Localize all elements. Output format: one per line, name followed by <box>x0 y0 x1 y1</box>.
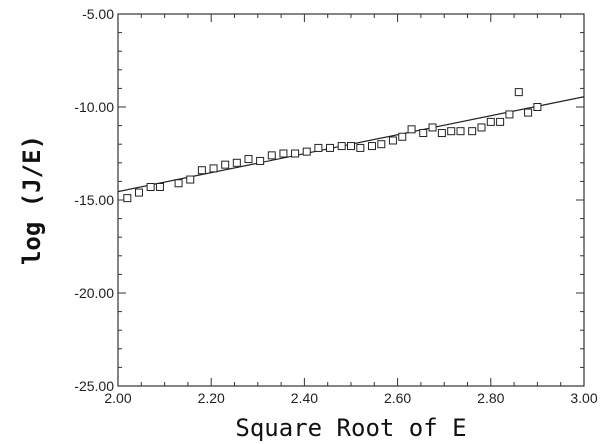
data-point <box>408 126 415 133</box>
data-point <box>156 183 163 190</box>
data-point <box>448 128 455 135</box>
data-point <box>515 89 522 96</box>
data-point <box>497 118 504 125</box>
data-point <box>534 104 541 111</box>
x-axis-title: Square Root of E <box>235 414 466 442</box>
data-point <box>457 128 464 135</box>
y-tick-label: -25.00 <box>74 378 114 394</box>
data-point <box>245 156 252 163</box>
data-point <box>233 159 240 166</box>
y-tick-label: -15.00 <box>74 192 114 208</box>
data-point <box>378 141 385 148</box>
data-point <box>303 148 310 155</box>
data-point <box>429 124 436 131</box>
x-tick-label: 2.60 <box>384 390 411 406</box>
data-point <box>327 144 334 151</box>
data-point <box>135 189 142 196</box>
data-point <box>389 137 396 144</box>
data-point <box>525 109 532 116</box>
data-point <box>124 195 131 202</box>
data-points <box>124 89 541 202</box>
x-tick-label: 2.20 <box>198 390 225 406</box>
y-tick-label: -20.00 <box>74 285 114 301</box>
data-point <box>292 150 299 157</box>
data-point <box>348 143 355 150</box>
x-tick-label: 2.80 <box>477 390 504 406</box>
data-point <box>487 118 494 125</box>
x-tick-label: 3.00 <box>570 390 597 406</box>
data-point <box>187 176 194 183</box>
data-point <box>478 124 485 131</box>
data-point <box>469 128 476 135</box>
data-point <box>198 167 205 174</box>
data-point <box>438 130 445 137</box>
data-point <box>420 130 427 137</box>
data-point <box>399 133 406 140</box>
y-tick-label: -10.00 <box>74 99 114 115</box>
y-tick-label: -5.00 <box>82 6 114 22</box>
data-point <box>315 144 322 151</box>
x-tick-label: 2.40 <box>291 390 318 406</box>
data-point <box>357 144 364 151</box>
data-point <box>268 152 275 159</box>
data-point <box>280 150 287 157</box>
data-point <box>257 157 264 164</box>
data-point <box>338 143 345 150</box>
axis-tick-labels: 2.00 2.20 2.40 2.60 2.80 3.00-5.00-10.00-15.0… <box>74 6 598 406</box>
axis-ticks <box>118 14 584 386</box>
data-point <box>222 161 229 168</box>
y-axis-title: log (J/E) <box>18 135 46 265</box>
plot-frame <box>118 14 584 386</box>
data-point <box>506 111 513 118</box>
data-point <box>147 183 154 190</box>
data-point <box>175 180 182 187</box>
data-point <box>368 143 375 150</box>
data-point <box>210 165 217 172</box>
